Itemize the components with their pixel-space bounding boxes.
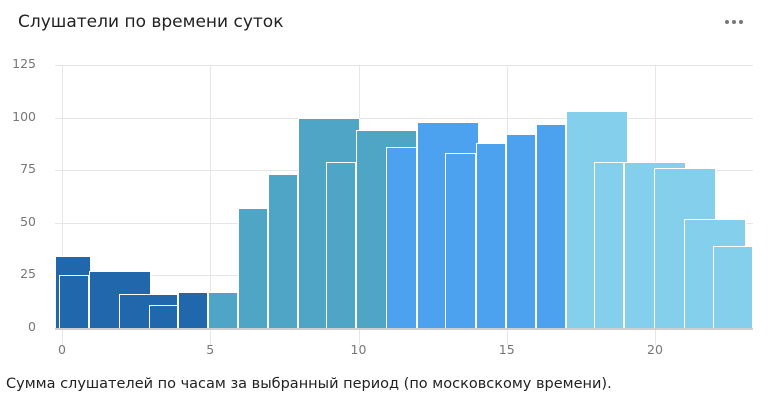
gridline-horizontal (55, 65, 753, 66)
y-axis-tick-label: 0 (28, 319, 36, 334)
y-axis-tick-label: 75 (20, 161, 36, 177)
x-axis-line (55, 328, 753, 330)
y-axis-tick-label: 100 (12, 108, 36, 124)
chart-bar[interactable] (506, 134, 536, 328)
chart-caption: Сумма слушателей по часам за выбранный п… (6, 376, 612, 392)
chart-bar[interactable] (268, 174, 298, 328)
gridline-vertical (210, 65, 212, 345)
y-axis-tick-label: 50 (20, 213, 36, 229)
chart-bar[interactable] (149, 304, 178, 328)
chart-bar[interactable] (238, 208, 268, 328)
gridline-horizontal (55, 117, 753, 119)
x-axis-tick-label: 15 (498, 342, 515, 357)
x-axis-tick-label: 20 (647, 342, 663, 357)
more-horizontal-icon (732, 20, 736, 24)
chart-bar[interactable] (445, 153, 476, 328)
chart-bar[interactable] (59, 275, 89, 328)
chart-bar[interactable] (476, 142, 506, 328)
chart-bar[interactable] (713, 245, 753, 328)
chart-bar[interactable] (386, 147, 417, 328)
bar-chart: 0 25 50 75 100 125 0 5 10 15 20 (12, 56, 753, 357)
chart-bar[interactable] (178, 292, 208, 328)
chart-bar[interactable] (536, 123, 566, 328)
chart-bar[interactable] (326, 161, 356, 328)
more-horizontal-icon (725, 20, 729, 24)
x-axis-tick-label: 0 (58, 342, 66, 357)
gridline-vertical (62, 65, 63, 345)
chart-bar[interactable] (594, 161, 624, 328)
more-options-button[interactable] (722, 14, 746, 30)
chart-title: Слушатели по времени суток (18, 12, 284, 32)
chart-bar[interactable] (208, 292, 238, 328)
y-axis-tick-label: 25 (20, 266, 36, 282)
y-axis-tick-label: 125 (12, 56, 36, 71)
x-axis-tick-label: 10 (350, 342, 367, 357)
more-horizontal-icon (739, 20, 743, 24)
x-axis-tick-label: 5 (206, 342, 215, 357)
